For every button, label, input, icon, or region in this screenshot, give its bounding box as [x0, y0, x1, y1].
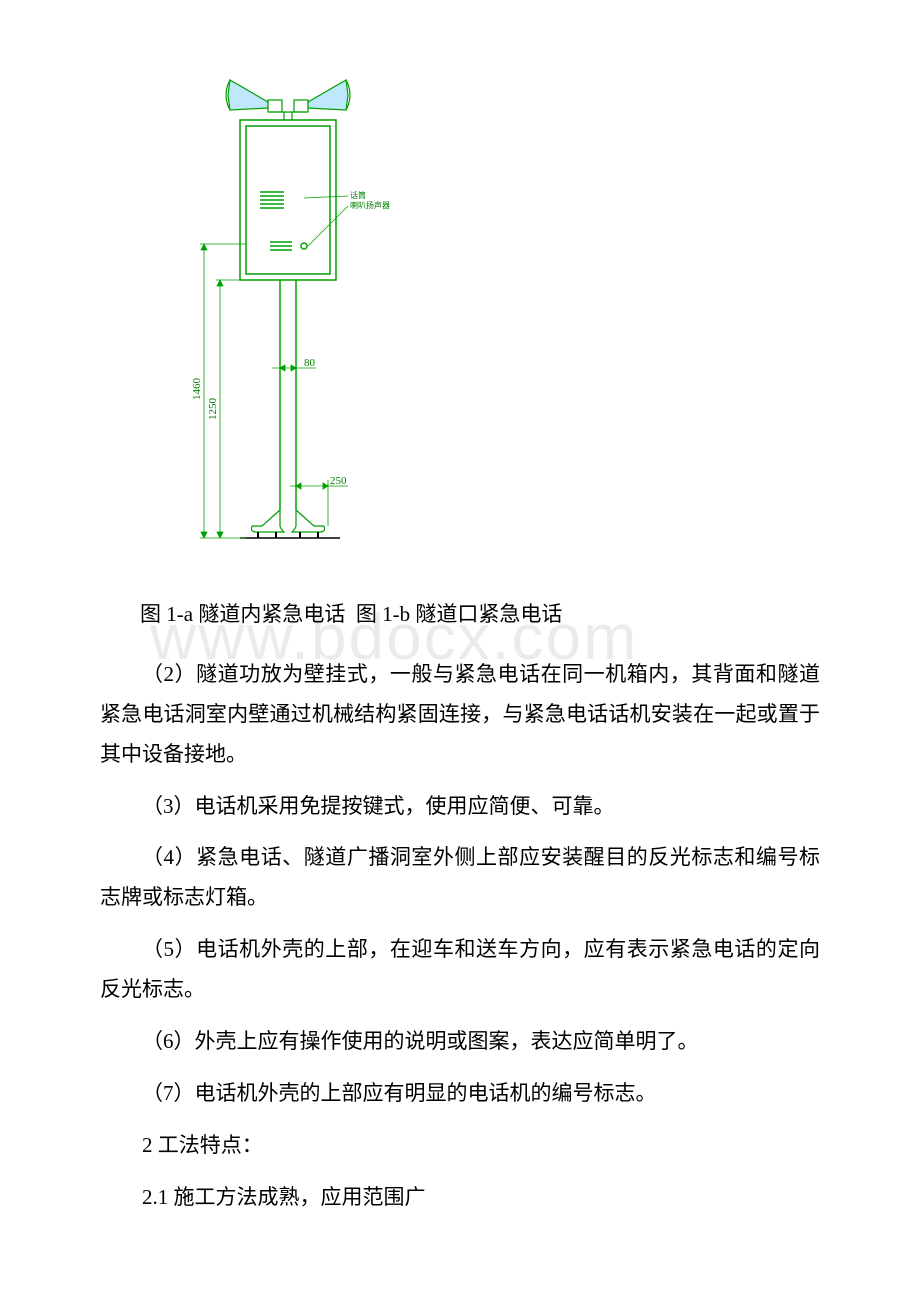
caption-a: 图 1-a 隧道内紧急电话	[140, 602, 345, 626]
paragraph-4: （4）紧急电话、隧道广播洞室外侧上部应安装醒目的反光标志和编号标志牌或标志灯箱。	[100, 838, 820, 918]
paragraph-2: （2）隧道功放为壁挂式，一般与紧急电话在同一机箱内，其背面和隧道紧急电话洞室内壁…	[100, 655, 820, 775]
diagram-label-b: 喇叭扬声器	[350, 200, 390, 210]
dim-1250: 1250	[207, 398, 219, 421]
caption-b: 图 1-b 隧道口紧急电话	[356, 602, 563, 626]
paragraph-5: （5）电话机外壳的上部，在迎车和送车方向，应有表示紧急电话的定向反光标志。	[100, 930, 820, 1010]
heading-2-1: 2.1 施工方法成熟，应用范围广	[100, 1178, 820, 1218]
paragraph-7: （7）电话机外壳的上部应有明显的电话机的编号标志。	[100, 1074, 820, 1114]
heading-2: 2 工法特点：	[100, 1126, 820, 1166]
figure-caption: 图 1-a 隧道内紧急电话 图 1-b 隧道口紧急电话	[140, 595, 820, 635]
diagram-tunnel-phone: 话筒 喇叭扬声器	[180, 40, 820, 565]
page: www.bdocx.com	[0, 0, 920, 1290]
paragraph-6: （6）外壳上应有操作使用的说明或图案，表达应简单明了。	[100, 1022, 820, 1062]
dim-80: 80	[304, 357, 316, 369]
paragraph-3: （3）电话机采用免提按键式，使用应简便、可靠。	[100, 787, 820, 827]
diagram-label-a: 话筒	[350, 190, 366, 200]
telephone-diagram-svg: 话筒 喇叭扬声器	[180, 40, 440, 560]
dim-250: 250	[330, 475, 347, 487]
dim-1460: 1460	[191, 378, 203, 401]
